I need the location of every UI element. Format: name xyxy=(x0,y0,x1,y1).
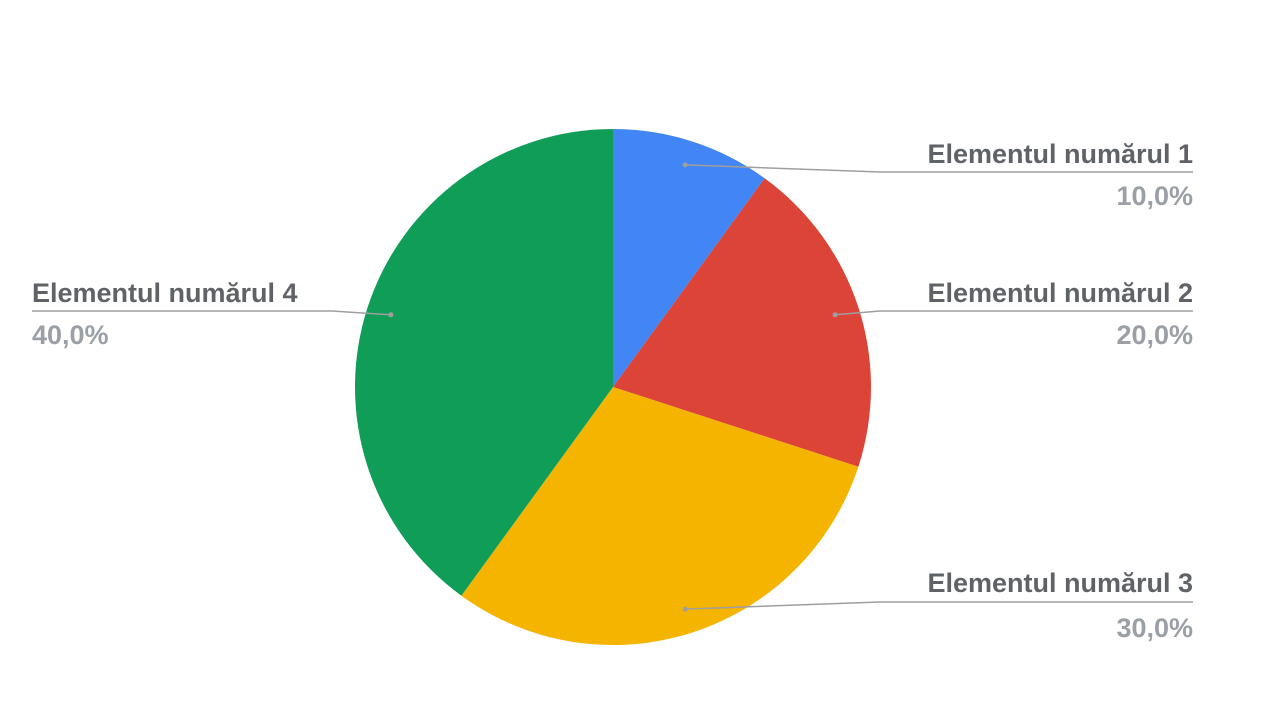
pie-slice-1 xyxy=(613,129,765,387)
leader-line-3 xyxy=(685,601,1193,610)
leader-lines xyxy=(32,162,1193,612)
slice-label-4: Elementul numărul 4 40,0% xyxy=(32,278,298,350)
slice-label-3-name: Elementul numărul 3 xyxy=(927,568,1193,598)
slice-label-2-name: Elementul numărul 2 xyxy=(927,278,1193,308)
slice-label-1-name: Elementul numărul 1 xyxy=(927,139,1193,169)
pie-slice-4 xyxy=(354,129,613,596)
leader-line-4 xyxy=(32,310,391,316)
pie-slices xyxy=(354,129,872,646)
leader-line-1 xyxy=(685,164,1193,173)
slice-label-3-percent: 30,0% xyxy=(1116,613,1193,643)
pie-slice-2 xyxy=(613,178,872,467)
slice-label-4-percent: 40,0% xyxy=(32,320,109,350)
slice-label-3: Elementul numărul 3 30,0% xyxy=(927,568,1193,643)
slice-label-2: Elementul numărul 2 20,0% xyxy=(927,278,1193,350)
leader-line-2 xyxy=(835,310,1193,316)
slice-label-1: Elementul numărul 1 10,0% xyxy=(927,139,1193,211)
slice-label-4-name: Elementul numărul 4 xyxy=(32,278,298,308)
pie-slice-3 xyxy=(461,387,859,646)
slice-label-2-percent: 20,0% xyxy=(1116,320,1193,350)
slice-label-1-percent: 10,0% xyxy=(1116,181,1193,211)
